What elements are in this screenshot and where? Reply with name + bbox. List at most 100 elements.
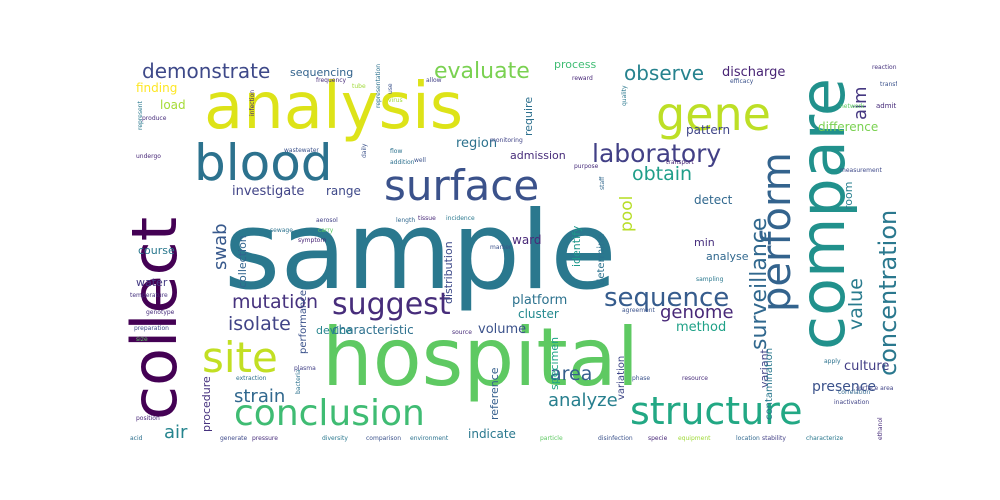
word-acid: acid bbox=[130, 435, 143, 442]
word-min: min bbox=[694, 236, 715, 249]
word-aim: aim bbox=[850, 86, 871, 120]
word-measurement: measurement bbox=[840, 167, 883, 174]
word-sequence: sequence bbox=[604, 283, 729, 313]
word-well: well bbox=[414, 157, 426, 164]
word-perform: perform bbox=[754, 152, 800, 312]
word-require: require bbox=[522, 97, 535, 136]
word-phase: phase bbox=[632, 375, 650, 382]
word-correlation: correlation bbox=[838, 389, 870, 396]
word-indicate: indicate bbox=[468, 427, 516, 441]
word-blood: blood bbox=[194, 134, 333, 192]
word-value: value bbox=[845, 278, 867, 330]
word-variant: variant bbox=[758, 348, 771, 388]
word-characterize: characterize bbox=[806, 435, 844, 442]
word-daily: daily bbox=[361, 143, 368, 158]
word-demonstrate: demonstrate bbox=[142, 59, 270, 83]
word-strain: strain bbox=[234, 386, 285, 407]
word-observe: observe bbox=[624, 61, 704, 85]
word-virus: virus bbox=[388, 97, 403, 104]
word-obtain: obtain bbox=[632, 163, 692, 185]
word-procedure: procedure bbox=[200, 376, 213, 432]
word-process: process bbox=[554, 58, 597, 71]
word-detect: detect bbox=[694, 193, 733, 207]
word-marker: marker bbox=[490, 244, 512, 251]
word-frequency: frequency bbox=[316, 77, 347, 84]
word-discharge: discharge bbox=[722, 65, 785, 80]
word-structure: structure bbox=[630, 389, 802, 433]
word-undergo: undergo bbox=[136, 153, 161, 160]
word-compare: compare bbox=[786, 78, 859, 350]
word-collect: collect bbox=[126, 217, 191, 420]
word-reward: reward bbox=[572, 75, 593, 82]
word-pressure: pressure bbox=[252, 435, 278, 442]
word-identify: identify bbox=[570, 225, 583, 267]
word-ward: ward bbox=[512, 233, 542, 247]
word-determine: determine bbox=[596, 233, 607, 285]
word-course: course bbox=[138, 244, 175, 257]
word-resource: resource bbox=[682, 375, 708, 382]
word-analyze: analyze bbox=[548, 390, 618, 411]
word-bacteria: bacteria bbox=[295, 369, 302, 394]
word-comparison: comparison bbox=[366, 435, 401, 442]
word-monitoring: monitoring bbox=[490, 137, 523, 144]
word-apply: apply bbox=[824, 358, 841, 365]
word-symptom: symptom bbox=[298, 237, 326, 244]
word-conclusion: conclusion bbox=[234, 393, 425, 434]
word-range: range bbox=[326, 184, 361, 198]
word-ethanol: ethanol bbox=[877, 417, 884, 440]
word-incidence: incidence bbox=[446, 215, 475, 222]
word-produce: produce bbox=[142, 115, 167, 122]
word-size: size bbox=[136, 336, 148, 343]
word-tube: tube bbox=[352, 83, 366, 90]
word-infection: infection bbox=[249, 90, 256, 116]
word-volume: volume bbox=[478, 322, 526, 337]
word-device: device bbox=[316, 324, 352, 337]
word-reference: reference bbox=[488, 367, 501, 420]
word-quality: quality bbox=[621, 85, 628, 106]
word-admission: admission bbox=[510, 149, 566, 162]
word-purpose: purpose bbox=[574, 163, 599, 170]
word-room: room bbox=[842, 182, 855, 210]
word-distribution: distribution bbox=[442, 241, 455, 304]
word-platform: platform bbox=[512, 293, 567, 308]
word-difference: difference bbox=[818, 120, 878, 134]
word-collection: collection bbox=[236, 235, 249, 288]
word-surface-area: surface area bbox=[856, 385, 894, 392]
word-represent: represent bbox=[137, 101, 144, 130]
word-analyse: analyse bbox=[706, 250, 749, 263]
word-specie: specie bbox=[648, 435, 668, 442]
word-investigate: investigate bbox=[232, 184, 304, 199]
word-position: position bbox=[136, 415, 160, 422]
word-performance: performance bbox=[298, 290, 309, 354]
word-surface: surface bbox=[384, 161, 539, 210]
word-gene: gene bbox=[656, 87, 771, 141]
word-transfer: transfer bbox=[880, 81, 897, 88]
word-tissue: tissue bbox=[418, 215, 436, 222]
word-transport: transport bbox=[666, 159, 694, 166]
word-length: length bbox=[396, 217, 415, 224]
word-sequencing: sequencing bbox=[290, 66, 353, 79]
word-culture: culture bbox=[844, 359, 889, 374]
word-plasma: plasma bbox=[294, 365, 316, 372]
word-isolate: isolate bbox=[228, 313, 291, 335]
word-mutation: mutation bbox=[232, 291, 318, 313]
word-sample: sample bbox=[224, 189, 617, 314]
word-air: air bbox=[164, 422, 188, 443]
word-use: use bbox=[387, 83, 394, 94]
word-stability: stability bbox=[762, 435, 786, 442]
word-agreement: agreement bbox=[622, 307, 656, 314]
word-allow: allow bbox=[426, 77, 442, 84]
word-representation: representation bbox=[375, 64, 382, 108]
word-genome: genome bbox=[660, 302, 734, 323]
word-addition: addition bbox=[390, 159, 415, 166]
word-surveillance: surveillance bbox=[747, 218, 772, 350]
word-cloud-panel: sample hospital analysis collect compare bloo… bbox=[126, 50, 897, 448]
word-finding: finding bbox=[136, 81, 177, 95]
word-pool: pool bbox=[617, 196, 637, 232]
word-efficacy: efficacy bbox=[730, 78, 754, 85]
word-sewage: sewage bbox=[270, 227, 293, 234]
word-variation: variation bbox=[616, 356, 627, 400]
word-method: method bbox=[676, 320, 726, 335]
word-pattern: pattern bbox=[686, 123, 730, 137]
word-particle: particle bbox=[540, 435, 563, 442]
